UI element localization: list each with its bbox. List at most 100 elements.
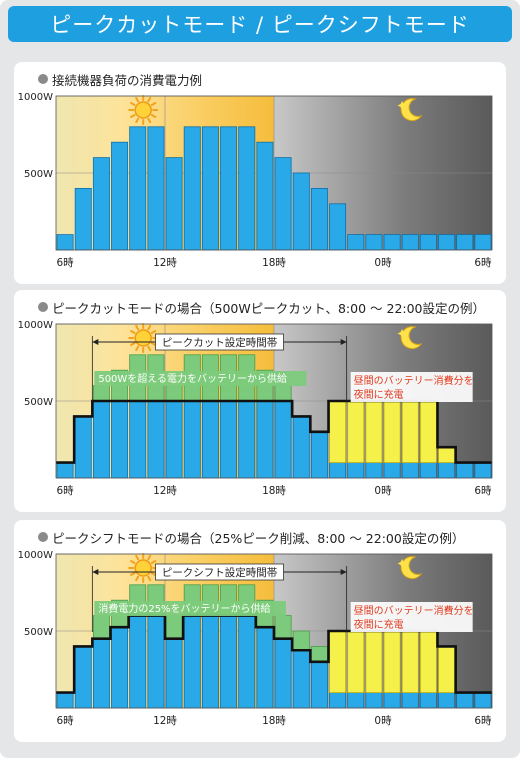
bar-load xyxy=(329,462,347,479)
bar-load xyxy=(56,234,74,251)
x-tick-label: 12時 xyxy=(153,715,177,727)
bar-load xyxy=(74,188,92,251)
bar-load xyxy=(474,234,492,251)
sun-ray xyxy=(130,342,136,346)
sun-ray xyxy=(147,554,152,561)
moon-icon xyxy=(397,98,423,122)
sun-ray xyxy=(135,96,140,103)
bar-load xyxy=(474,692,492,709)
bar-battery xyxy=(292,630,310,651)
bar-load xyxy=(274,400,292,479)
sun-ray xyxy=(147,96,152,103)
arrow-left xyxy=(92,569,99,575)
panel-title: 接続機器負荷の消費電力例 xyxy=(52,73,203,88)
bar-load xyxy=(401,462,419,479)
chart-panel-peak-cut: ピークカットモードの場合（500Wピークカット、8:00 ～ 22:00設定の例… xyxy=(14,290,506,512)
sun-ray xyxy=(135,345,140,352)
bar-charge xyxy=(383,400,401,463)
bar-load xyxy=(111,626,129,709)
x-tick-label: 18時 xyxy=(262,485,286,497)
bar-load xyxy=(74,416,92,479)
x-tick-label: 18時 xyxy=(262,715,286,727)
sun-ray xyxy=(130,114,136,118)
period-label: ピークカット設定時間帯 xyxy=(162,336,278,349)
annotation-night-line1: 昼間のバッテリー消費分を xyxy=(354,374,474,387)
bar-load xyxy=(165,400,183,479)
sun-ray xyxy=(150,342,157,346)
plot-frame xyxy=(55,323,493,479)
bar-load xyxy=(238,400,256,479)
bullet-icon xyxy=(38,74,48,84)
bar-charge xyxy=(401,400,419,463)
bar-load xyxy=(383,462,401,479)
x-tick-label: 0時 xyxy=(374,257,392,269)
bar-load xyxy=(129,126,147,251)
bar-load xyxy=(274,638,292,709)
period-label-box xyxy=(155,333,284,351)
panel-title: ピークシフトモードの場合（25%ピーク削減、8:00 ～ 22:00設定の例） xyxy=(52,531,465,546)
star-shape xyxy=(397,101,407,110)
annotation-day-box xyxy=(94,371,307,386)
bar-load xyxy=(92,400,110,479)
bar-charge xyxy=(347,630,365,693)
x-tick-label: 18時 xyxy=(262,257,286,269)
bar-charge xyxy=(365,630,383,693)
bar-charge xyxy=(438,646,456,694)
y-tick-label: 500W xyxy=(24,397,53,408)
bar-charge xyxy=(401,630,419,693)
chart-svg: 1000W 500W 6時 12時 18時 0時 6時 xyxy=(18,92,493,269)
bar-load xyxy=(220,400,238,479)
annotation-night-line2: 夜間に充電 xyxy=(354,618,404,631)
sun-ray xyxy=(135,117,140,124)
annotation-day-box xyxy=(94,601,286,616)
bar-load xyxy=(419,462,437,479)
bar-load xyxy=(220,126,238,251)
bar-load xyxy=(310,188,328,251)
bar-load xyxy=(111,400,129,479)
x-tick-label: 6時 xyxy=(56,257,74,269)
x-tick-label: 0時 xyxy=(374,715,392,727)
bar-load xyxy=(419,692,437,709)
sun-disc xyxy=(134,559,152,577)
bar-load xyxy=(92,157,110,251)
y-tick-label: 1000W xyxy=(18,320,53,331)
bar-load xyxy=(292,649,310,709)
bar-load xyxy=(310,661,328,709)
bar-load xyxy=(401,692,419,709)
x-tick-label: 6時 xyxy=(56,715,74,727)
x-tick-label: 6時 xyxy=(56,485,74,497)
sun-disc xyxy=(134,329,152,347)
bar-load xyxy=(201,615,219,709)
sun-ray xyxy=(130,102,136,106)
bar-charge xyxy=(329,630,347,693)
bar-load xyxy=(329,692,347,709)
bar-battery xyxy=(92,385,110,402)
bar-load xyxy=(310,431,328,479)
bar-load xyxy=(256,626,274,709)
chart-panel-normal: 接続機器負荷の消費電力例 1000W 500W 6時 12時 18時 0時 6時 xyxy=(14,62,506,284)
bar-load xyxy=(238,126,256,251)
bar-load xyxy=(129,615,147,709)
bar-load xyxy=(347,234,365,251)
bar-charge xyxy=(438,446,456,463)
bar-charge xyxy=(419,630,437,693)
arrow-left xyxy=(92,339,99,345)
bar-load xyxy=(238,615,256,709)
bar-load xyxy=(56,692,74,709)
bar-load xyxy=(183,126,201,251)
bar-load xyxy=(201,400,219,479)
bar-load xyxy=(365,692,383,709)
annotation-day: 500Wを超える電力をバッテリーから供給 xyxy=(98,372,287,385)
bar-battery xyxy=(165,615,183,640)
bar-load xyxy=(474,462,492,479)
sun-ray xyxy=(147,117,152,124)
bar-load xyxy=(147,126,165,251)
bar-load xyxy=(347,692,365,709)
moon-shape xyxy=(400,326,423,350)
moon-shape xyxy=(400,98,423,122)
bullet-icon xyxy=(38,532,48,542)
bar-load xyxy=(456,692,474,709)
bar-battery xyxy=(92,615,110,640)
y-tick-label: 1000W xyxy=(18,550,53,561)
bar-load xyxy=(129,400,147,479)
